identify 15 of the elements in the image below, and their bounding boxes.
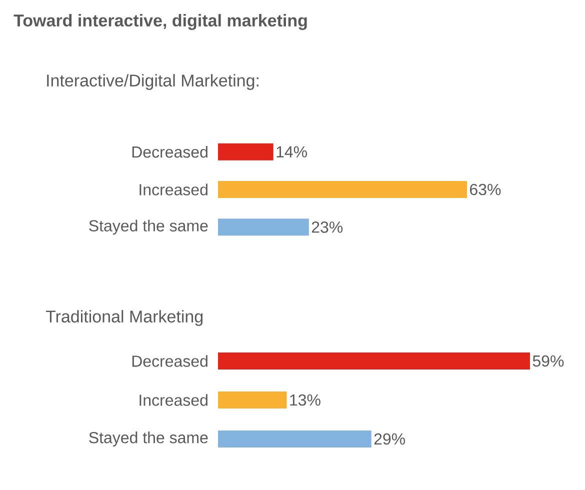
y-tick-label: Decreased xyxy=(132,146,208,158)
chart-subtitle: Interactive/Digital Marketing: xyxy=(47,74,258,90)
y-tick-label: Increased xyxy=(140,184,208,196)
y-tick-label: Stayed the same xyxy=(89,432,208,446)
chart-title: Toward interactive, digital marketing xyxy=(14,14,307,30)
chart-title: Traditional Marketing xyxy=(46,310,203,326)
data-label: 59% xyxy=(532,355,564,367)
y-tick-label: Stayed the same xyxy=(89,220,208,235)
y-tick-label: Decreased xyxy=(132,355,208,367)
data-label: 23% xyxy=(312,222,343,233)
data-label: 63% xyxy=(470,184,501,196)
data-label: 14% xyxy=(276,146,307,158)
data-label: 29% xyxy=(374,433,406,445)
y-tick-label: Increased xyxy=(140,394,208,406)
data-label: 13% xyxy=(290,394,320,406)
